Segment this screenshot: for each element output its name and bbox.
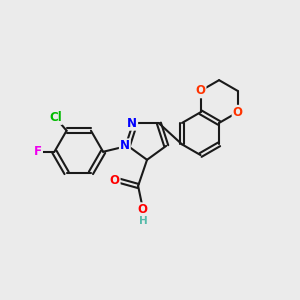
Text: O: O bbox=[232, 106, 243, 119]
Text: N: N bbox=[120, 139, 130, 152]
Text: O: O bbox=[196, 84, 206, 98]
Text: O: O bbox=[138, 203, 148, 216]
Text: N: N bbox=[127, 117, 137, 130]
Text: Cl: Cl bbox=[49, 111, 62, 124]
Text: O: O bbox=[110, 173, 120, 187]
Text: F: F bbox=[34, 145, 42, 158]
Text: H: H bbox=[139, 216, 148, 226]
